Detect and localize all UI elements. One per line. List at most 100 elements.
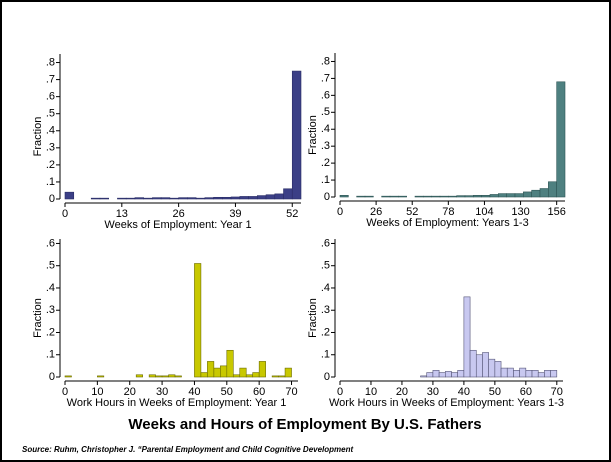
y-tick-label: .1 xyxy=(46,176,55,188)
bar xyxy=(155,375,163,378)
bar xyxy=(178,197,188,200)
bar xyxy=(525,370,533,378)
bar xyxy=(550,370,558,378)
x-tick-label: 40 xyxy=(188,386,200,398)
y-tick-label: .2 xyxy=(321,326,330,338)
bar xyxy=(278,375,286,378)
y-tick-label: .1 xyxy=(46,349,55,361)
x-axis-title: Weeks of Employment: Years 1-3 xyxy=(366,217,528,229)
x-tick-label: 0 xyxy=(62,208,68,220)
bar xyxy=(232,374,241,378)
figure-title: Weeks and Hours of Employment By U.S. Fa… xyxy=(128,416,481,433)
y-tick-label: .3 xyxy=(46,142,55,154)
x-tick-label: 40 xyxy=(458,386,470,398)
bar xyxy=(494,361,502,378)
bar xyxy=(117,197,127,200)
bar xyxy=(339,195,349,198)
bar xyxy=(258,361,266,378)
bar xyxy=(398,195,407,198)
x-tick-label: 156 xyxy=(547,206,565,218)
bar xyxy=(187,197,197,200)
y-tick-label: .4 xyxy=(46,282,55,294)
bar xyxy=(438,372,446,378)
bar xyxy=(420,375,428,378)
x-tick-label: 20 xyxy=(124,386,136,398)
x-tick-label: 30 xyxy=(156,386,168,398)
bar xyxy=(519,367,527,378)
bar xyxy=(464,195,474,198)
x-tick-label: 78 xyxy=(442,206,454,218)
bar xyxy=(506,367,514,378)
y-tick-label: .5 xyxy=(46,108,55,120)
bar xyxy=(445,371,452,378)
bar xyxy=(513,370,520,378)
bar xyxy=(482,352,489,378)
bar xyxy=(168,374,176,378)
bar xyxy=(537,372,545,378)
y-tick-label: .6 xyxy=(321,89,330,101)
bar xyxy=(64,191,75,200)
y-axis-title: Fraction xyxy=(32,298,44,338)
y-tick-label: .7 xyxy=(321,72,330,84)
y-tick-label: .3 xyxy=(321,304,330,316)
bar xyxy=(207,361,215,378)
bar xyxy=(265,194,276,200)
bar xyxy=(194,263,202,378)
x-tick-label: 26 xyxy=(370,206,382,218)
y-tick-label: .5 xyxy=(321,106,330,118)
bar xyxy=(523,191,532,198)
y-tick-label: 0 xyxy=(324,191,330,203)
bar xyxy=(90,197,101,200)
x-tick-label: 70 xyxy=(551,386,563,398)
bar xyxy=(364,195,374,198)
x-tick-label: 50 xyxy=(489,386,501,398)
bar xyxy=(174,375,182,378)
y-tick-label: 0 xyxy=(324,371,330,383)
x-tick-label: 60 xyxy=(520,386,532,398)
x-tick-label: 0 xyxy=(337,386,343,398)
x-tick-label: 10 xyxy=(91,386,103,398)
y-axis-title: Fraction xyxy=(307,298,319,338)
bar xyxy=(148,374,156,378)
x-tick-label: 30 xyxy=(427,386,439,398)
bar xyxy=(457,370,465,378)
x-tick-label: 130 xyxy=(511,206,529,218)
bar xyxy=(448,195,457,198)
y-tick-label: .5 xyxy=(46,260,55,272)
bar xyxy=(451,372,458,378)
x-tick-label: 10 xyxy=(365,386,377,398)
bar xyxy=(431,195,441,198)
y-tick-label: .2 xyxy=(321,157,330,169)
x-tick-label: 52 xyxy=(406,206,418,218)
y-tick-label: .4 xyxy=(321,123,330,135)
y-tick-label: .6 xyxy=(46,91,55,103)
bar xyxy=(97,375,105,378)
bar xyxy=(271,375,279,378)
bar xyxy=(204,197,214,200)
bar xyxy=(539,188,549,198)
bar xyxy=(381,195,391,198)
bar xyxy=(548,181,557,198)
x-tick-label: 26 xyxy=(173,208,185,220)
bar xyxy=(160,197,171,200)
y-tick-label: .8 xyxy=(321,55,330,67)
bar xyxy=(200,372,208,378)
bar xyxy=(439,195,449,198)
x-tick-label: 104 xyxy=(475,206,493,218)
bar xyxy=(239,196,249,200)
y-tick-label: .1 xyxy=(321,349,330,361)
y-tick-label: .3 xyxy=(46,304,55,316)
bar xyxy=(226,349,234,378)
bar xyxy=(498,193,507,198)
y-tick-label: .4 xyxy=(46,125,55,137)
y-tick-label: .2 xyxy=(46,159,55,171)
y-tick-label: .4 xyxy=(321,282,330,294)
bar xyxy=(239,367,247,378)
bar xyxy=(463,296,471,378)
x-tick-label: 60 xyxy=(253,386,265,398)
y-tick-label: 0 xyxy=(49,193,55,205)
bar xyxy=(514,193,524,198)
x-axis-title: Weeks of Employment: Year 1 xyxy=(104,219,251,231)
bar xyxy=(475,354,483,378)
